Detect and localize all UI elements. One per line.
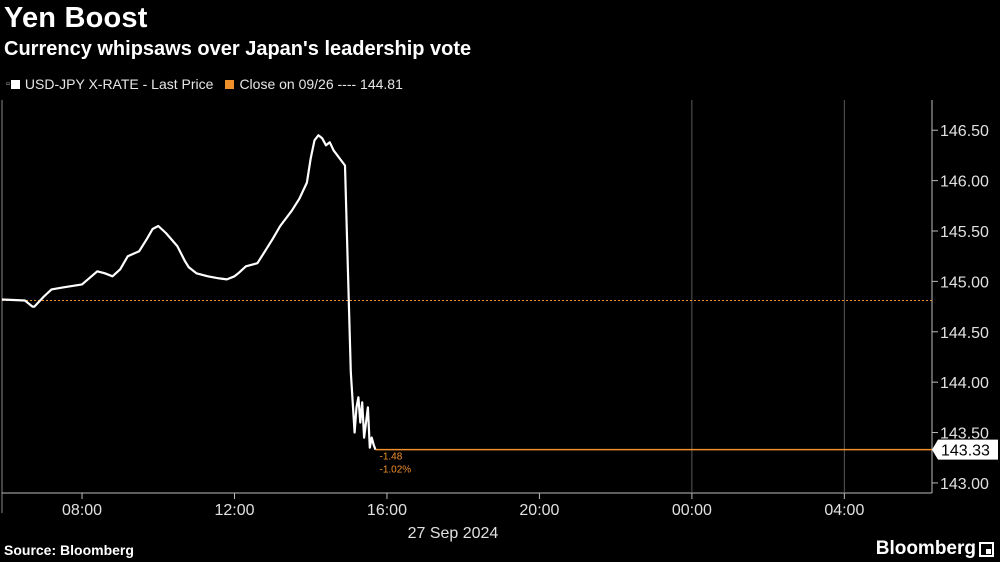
x-tick-label: 16:00 (367, 502, 407, 519)
legend-swatch-white (10, 79, 20, 89)
x-tick-label: 20:00 (519, 502, 559, 519)
y-tick-label: 143.00 (940, 476, 989, 493)
chart-title: Yen Boost (4, 2, 148, 34)
x-tick-label: 00:00 (672, 502, 712, 519)
x-tick-label: 04:00 (824, 502, 864, 519)
change-annotation: -1.48 (380, 452, 403, 463)
y-tick-label: 145.50 (940, 224, 989, 241)
legend-label: Close on 09/26 ---- 144.81 (239, 76, 403, 92)
legend-item-close: Close on 09/26 ---- 144.81 (225, 76, 403, 92)
logo-text: Bloomberg (875, 538, 976, 559)
pin-icon: ▫ (6, 78, 10, 90)
last-value-label: 143.33 (941, 443, 990, 460)
x-axis-date-label: 27 Sep 2024 (408, 525, 499, 542)
y-tick-label: 146.00 (940, 174, 989, 191)
x-tick-label: 12:00 (214, 502, 254, 519)
y-tick-label: 146.50 (940, 123, 989, 140)
legend: ▫ USD-JPY X-RATE - Last Price Close on 0… (6, 76, 415, 92)
last-value-box (932, 439, 998, 460)
source-note: Source: Bloomberg (4, 542, 134, 558)
bloomberg-logo: Bloomberg (876, 538, 994, 560)
y-tick-label: 144.00 (940, 375, 989, 392)
y-tick-label: 144.50 (940, 325, 989, 342)
y-tick-label: 143.50 (940, 426, 989, 443)
legend-label: USD-JPY X-RATE - Last Price (24, 76, 214, 92)
legend-swatch-orange (225, 79, 235, 89)
chart-subtitle: Currency whipsaws over Japan's leadershi… (4, 38, 472, 60)
change-pct-annotation: -1.02% (380, 465, 412, 476)
x-tick-label: 08:00 (62, 502, 102, 519)
price-line (1, 134, 377, 451)
logo-mark-icon (979, 541, 994, 557)
legend-item-last-price: ▫ USD-JPY X-RATE - Last Price (6, 76, 213, 92)
y-tick-label: 145.00 (940, 274, 989, 291)
